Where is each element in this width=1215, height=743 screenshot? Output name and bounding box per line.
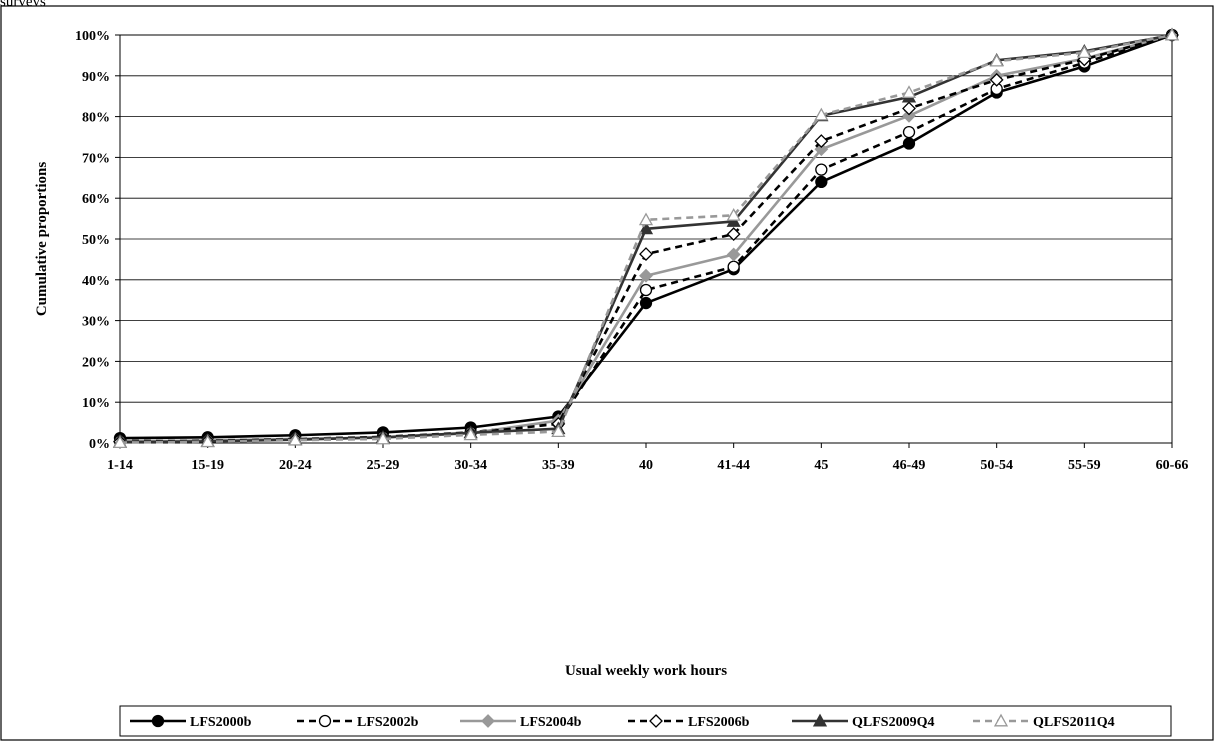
series-layer xyxy=(112,27,1180,449)
x-tick-label: 20-24 xyxy=(279,458,312,473)
data-point xyxy=(902,101,916,116)
data-point xyxy=(288,432,303,446)
legend-label: LFS2004b xyxy=(520,715,582,730)
y-axis-title: Cumulative proportions xyxy=(34,162,50,316)
legend-item: LFS2004b xyxy=(460,714,582,730)
legend-item: LFS2000b xyxy=(130,714,252,730)
data-point xyxy=(726,214,741,227)
y-tick-label: 0% xyxy=(89,437,110,452)
data-point xyxy=(639,283,653,297)
x-tick-label: 60-66 xyxy=(1156,458,1189,473)
y-axis-ticks: 0% 10% 20% 30% 40% 50% 60% 70% 80% 90% 100% xyxy=(75,29,120,452)
data-point xyxy=(481,714,495,728)
data-point xyxy=(200,434,215,448)
data-point xyxy=(814,107,829,121)
data-point xyxy=(1077,45,1092,58)
data-point xyxy=(638,212,654,226)
legend-label: LFS2002b xyxy=(357,715,419,730)
y-tick-label: 90% xyxy=(82,70,110,85)
data-point xyxy=(639,247,653,262)
data-point xyxy=(1164,27,1180,41)
data-point xyxy=(814,142,829,157)
x-tick-label: 55-59 xyxy=(1068,458,1101,473)
chart-frame xyxy=(0,5,1214,741)
data-point xyxy=(993,713,1009,727)
data-point xyxy=(551,424,566,438)
data-point xyxy=(639,268,653,283)
data-point xyxy=(815,163,828,176)
x-axis-title: Usual weekly work hours xyxy=(565,663,727,679)
legend-label: QLFS2011Q4 xyxy=(1033,715,1115,730)
legend-label: QLFS2009Q4 xyxy=(852,715,934,730)
x-axis-ticks: 1-14 15-19 20-24 25-29 30-34 35-39 40 41-44 45 46… xyxy=(107,443,1188,473)
y-tick-label: 30% xyxy=(82,315,110,330)
legend-item: QLFS2011Q4 xyxy=(973,713,1115,730)
legend-item: LFS2006b xyxy=(628,714,750,730)
data-point xyxy=(812,713,828,727)
data-point xyxy=(901,85,917,98)
y-tick-label: 50% xyxy=(82,233,110,248)
legend-label: LFS2006b xyxy=(688,715,750,730)
legend: LFS2000b LFS2002b LFS2004b LFS2006b QLFS2009… xyxy=(130,713,1115,730)
data-point xyxy=(727,260,740,273)
page-caption: surveys xyxy=(0,0,46,10)
x-tick-label: 35-39 xyxy=(542,458,575,473)
data-point xyxy=(112,435,128,449)
y-tick-label: 10% xyxy=(82,396,110,411)
data-point xyxy=(375,431,391,445)
x-tick-label: 41-44 xyxy=(717,458,750,473)
data-point xyxy=(814,134,829,148)
legend-item: QLFS2009Q4 xyxy=(792,713,934,730)
x-tick-label: 30-34 xyxy=(454,458,487,473)
data-point xyxy=(815,175,828,189)
y-tick-label: 80% xyxy=(82,111,110,126)
data-point xyxy=(902,108,916,123)
y-tick-label: 100% xyxy=(75,29,110,44)
data-point xyxy=(318,714,332,728)
series-QLFS2011Q4 xyxy=(112,27,1180,449)
data-point xyxy=(151,714,165,728)
data-point xyxy=(989,72,1004,87)
x-tick-label: 45 xyxy=(814,458,828,473)
data-point xyxy=(902,125,916,139)
data-point xyxy=(726,227,741,242)
x-tick-label: 40 xyxy=(639,458,653,473)
data-point xyxy=(989,53,1004,67)
data-point xyxy=(649,714,663,728)
data-point xyxy=(902,137,916,150)
x-tick-label: 46-49 xyxy=(893,458,926,473)
data-point xyxy=(726,207,741,221)
data-point xyxy=(639,296,653,310)
data-point xyxy=(638,221,654,235)
y-tick-label: 70% xyxy=(82,151,110,166)
x-tick-label: 15-19 xyxy=(191,458,224,473)
y-tick-label: 40% xyxy=(82,274,110,289)
data-point xyxy=(726,247,741,262)
x-tick-label: 25-29 xyxy=(367,458,400,473)
legend-item: LFS2002b xyxy=(297,714,419,730)
y-tick-label: 60% xyxy=(82,192,110,207)
y-tick-label: 20% xyxy=(82,355,110,370)
x-tick-label: 50-54 xyxy=(980,458,1013,473)
x-tick-label: 1-14 xyxy=(107,458,133,473)
legend-label: LFS2000b xyxy=(190,715,252,730)
data-point xyxy=(463,427,478,441)
